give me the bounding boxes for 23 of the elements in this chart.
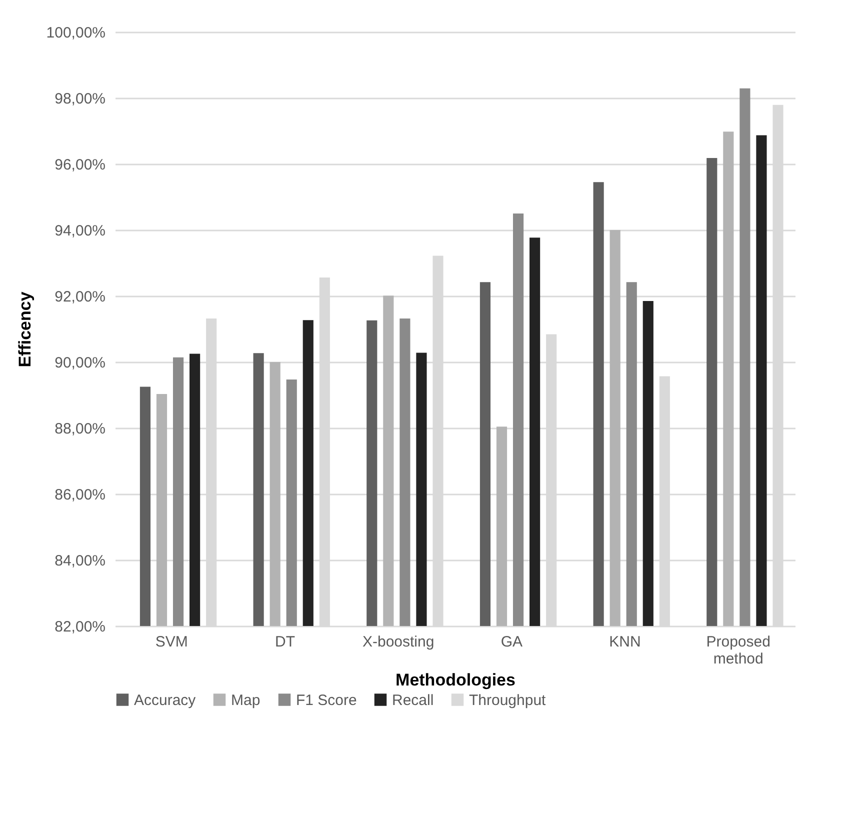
x-tick-label: KNN <box>609 634 641 650</box>
y-tick-label: 86,00% <box>54 486 106 504</box>
y-tick-label: 98,00% <box>54 90 106 108</box>
y-tick-label: 90,00% <box>54 354 106 372</box>
legend-label: Map <box>231 692 260 709</box>
y-tick-label: 82,00% <box>54 618 106 636</box>
y-tick-label: 92,00% <box>54 288 106 306</box>
y-tick-label: 94,00% <box>54 222 106 240</box>
legend-label: Accuracy <box>134 692 196 709</box>
y-tick-label: 96,00% <box>54 156 106 174</box>
y-tick-label: 100,00% <box>46 24 106 42</box>
legend-label: Throughput <box>469 692 547 709</box>
y-tick-label: 84,00% <box>54 552 106 570</box>
legend-label: Recall <box>392 692 434 709</box>
x-tick-label: Proposed method <box>706 634 770 668</box>
x-tick-label: GA <box>500 634 523 650</box>
x-axis-title: Methodologies <box>396 670 516 690</box>
x-tick-label: X-boosting <box>362 634 434 650</box>
x-tick-label: SVM <box>155 634 188 650</box>
x-tick-label: DT <box>275 634 295 650</box>
legend-label: F1 Score <box>296 692 357 709</box>
y-axis-title: Efficency <box>15 291 34 368</box>
y-tick-label: 88,00% <box>54 420 106 438</box>
